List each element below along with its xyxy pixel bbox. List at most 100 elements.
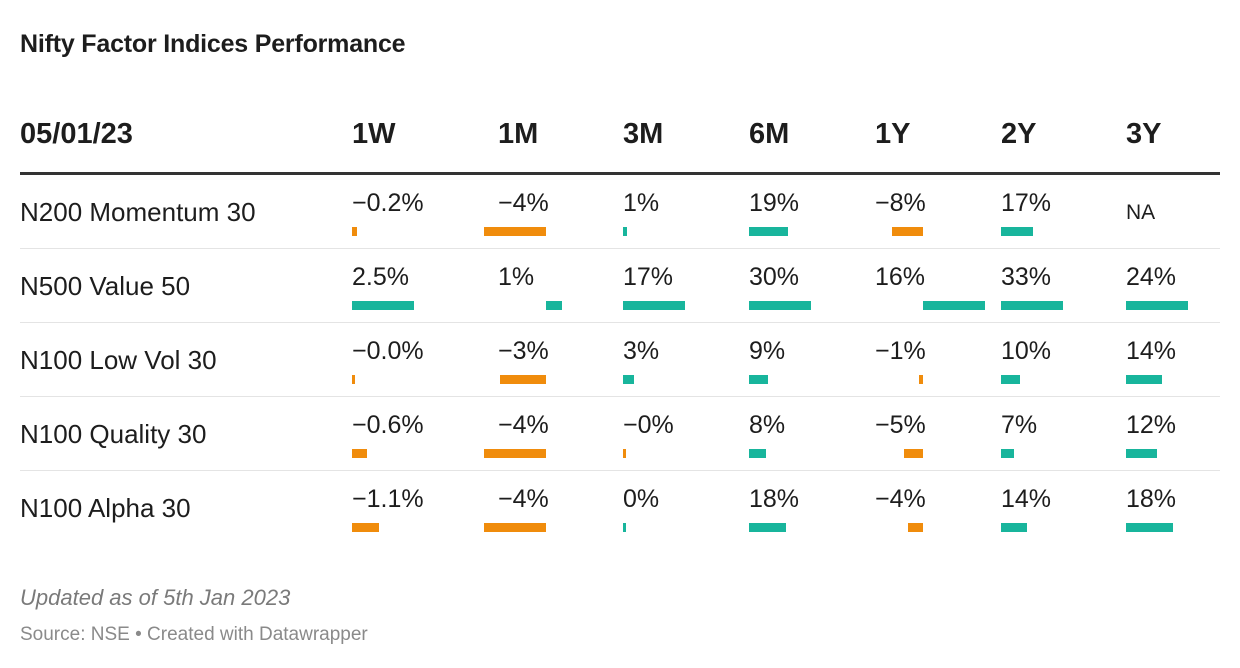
column-header-1w: 1W [352,118,396,150]
cell-value: 33% [1001,263,1052,291]
value-bar [1001,375,1020,384]
source-line: Source: NSE • Created with Datawrapper [20,624,368,645]
column-header-6m: 6M [749,118,790,150]
table-row: N100 Quality 30 −0.6% −4% −0% 8% −5% 7% 12% [20,397,1220,471]
value-bar [623,301,685,310]
cell-value: 3% [623,337,660,365]
table-cell: −4% [484,397,608,471]
cell-value: 14% [1001,485,1052,513]
cell-value: 0% [623,485,660,513]
table-cell: 1% [498,249,608,323]
value-bar [1001,227,1033,236]
table-cell: 17% [1001,175,1111,249]
cell-value: 9% [749,337,786,365]
row-divider [20,248,1220,249]
cell-value: 18% [749,485,800,513]
value-bar [892,227,923,236]
row-divider [20,396,1220,397]
table-cell: 18% [1126,471,1236,545]
value-bar [1001,301,1063,310]
column-header-1m: 1M [498,118,539,150]
value-bar [1126,375,1163,384]
value-bar [749,375,768,384]
table-cell: 8% [749,397,859,471]
table-cell: −4% [484,471,608,545]
cell-value: NA [1126,201,1156,224]
table-cell: 2.5% [352,249,462,323]
table-cell: 12% [1126,397,1236,471]
table-cell: −0% [623,397,733,471]
cell-value: −3% [498,337,549,365]
cell-value: 1% [623,189,660,217]
value-bar [623,523,626,532]
table-cell: 7% [1001,397,1111,471]
table-cell: NA [1126,175,1236,249]
value-bar [352,523,380,532]
table-row: N200 Momentum 30 −0.2% −4% 1% 19% −8% 17% NA [20,175,1220,249]
cell-value: 1% [498,263,535,291]
table-cell: −3% [498,323,608,397]
table-cell: −1% [875,323,985,397]
cell-value: 24% [1126,263,1177,291]
column-header-2y: 2Y [1001,118,1037,150]
value-bar [1001,523,1028,532]
cell-value: 8% [749,411,786,439]
cell-value: −1% [875,337,926,365]
table-cell: 10% [1001,323,1111,397]
table-row: N500 Value 50 2.5% 1% 17% 30% 16% 33% 24% [20,249,1220,323]
table-cell: −0.2% [352,175,462,249]
value-bar [484,227,546,236]
table-cell: −4% [484,175,608,249]
chart-title: Nifty Factor Indices Performance [20,30,406,58]
table-cell: 18% [749,471,859,545]
cell-value: −5% [875,411,926,439]
row-label: N100 Alpha 30 [20,493,191,523]
table-cell: 9% [749,323,859,397]
cell-value: 12% [1126,411,1177,439]
cell-value: −4% [498,485,549,513]
cell-value: 30% [749,263,800,291]
value-bar [623,449,626,458]
table-cell: 0% [623,471,733,545]
cell-value: −0.0% [352,337,424,365]
row-label: N200 Momentum 30 [20,197,256,227]
cell-value: 18% [1126,485,1177,513]
cell-value: −8% [875,189,926,217]
row-label: N100 Quality 30 [20,419,207,449]
value-bar [903,449,923,458]
column-header-1y: 1Y [875,118,911,150]
table-cell: 17% [623,249,733,323]
table-cell: 14% [1126,323,1236,397]
value-bar [1001,449,1015,458]
value-bar [623,227,627,236]
value-bar [1126,301,1188,310]
cell-value: −4% [875,485,926,513]
cell-value: 17% [623,263,674,291]
cell-value: 16% [875,263,926,291]
value-bar [352,301,414,310]
cell-value: 7% [1001,411,1038,439]
table-cell: 1% [623,175,733,249]
cell-value: −0.2% [352,189,424,217]
table-cell: 30% [749,249,859,323]
column-header-3y: 3Y [1126,118,1162,150]
value-bar [352,227,357,236]
table-cell: −0.0% [352,323,462,397]
table-row: N100 Alpha 30 −1.1% −4% 0% 18% −4% 14% 18% [20,471,1220,545]
value-bar [484,449,546,458]
table-cell: −4% [875,471,985,545]
value-bar [623,375,634,384]
date-header: 05/01/23 [20,118,133,150]
value-bar [749,301,811,310]
cell-value: 10% [1001,337,1052,365]
cell-value: 2.5% [352,263,409,291]
value-bar [919,375,923,384]
table-cell: −0.6% [352,397,462,471]
row-divider [20,470,1220,471]
table-cell: −1.1% [352,471,462,545]
value-bar [749,523,787,532]
value-bar [907,523,923,532]
update-note: Updated as of 5th Jan 2023 [20,585,291,610]
cell-value: −0.6% [352,411,424,439]
value-bar [352,375,355,384]
